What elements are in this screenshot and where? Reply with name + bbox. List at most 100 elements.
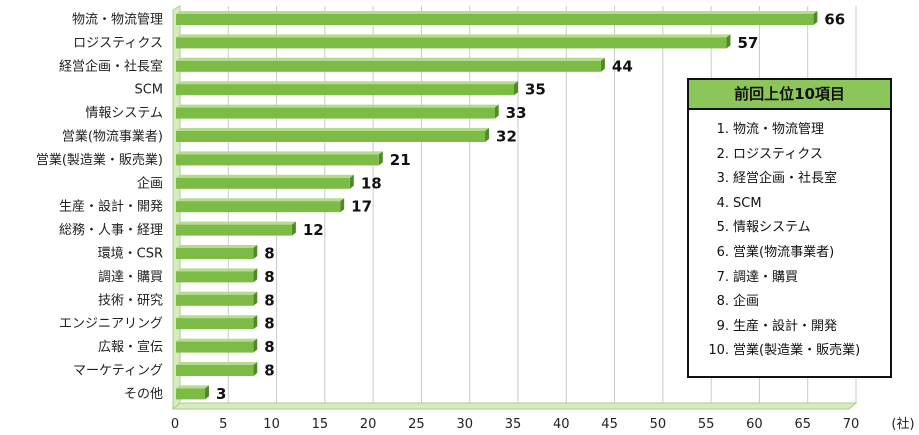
bar xyxy=(176,107,495,119)
x-tick-label: 60 xyxy=(746,417,763,432)
legend-item-number: 5. xyxy=(716,220,729,236)
category-label: マーケティング xyxy=(73,364,163,379)
category-label: 情報システム xyxy=(85,106,163,121)
legend-item-text: 調達・購買 xyxy=(733,269,799,285)
bar-top xyxy=(176,362,258,365)
bar-top xyxy=(176,245,258,248)
legend-item: 7. 調達・購買 xyxy=(701,266,860,291)
x-tick-label: 70 xyxy=(843,417,860,432)
value-label: 8 xyxy=(264,245,274,263)
bar-side xyxy=(813,11,818,25)
legend-item-number: 7. xyxy=(716,269,729,285)
x-tick-label: 20 xyxy=(360,417,377,432)
category-label: 広報・宣伝 xyxy=(98,339,163,355)
bar-side xyxy=(485,128,490,142)
bar-side xyxy=(253,362,258,376)
legend-item-number: 6. xyxy=(716,244,729,260)
bar-top xyxy=(176,315,258,319)
legend-list: 1. 物流・物流管理 2. ロジスティクス 3. 経営企画・社長室 4. SCM 5. 情報システ… xyxy=(701,118,860,364)
value-label: 32 xyxy=(496,128,517,146)
bar xyxy=(176,388,205,400)
value-label: 44 xyxy=(612,57,633,75)
value-label: 8 xyxy=(264,268,274,286)
bar xyxy=(176,224,292,236)
unit-label: (社) xyxy=(891,416,914,432)
bar-side xyxy=(253,291,258,306)
x-tick-label: 15 xyxy=(312,417,329,432)
axis-floor xyxy=(171,402,858,410)
bar xyxy=(176,131,486,142)
bar xyxy=(176,60,601,72)
bars xyxy=(176,11,818,400)
x-tick-label: 25 xyxy=(408,417,425,432)
value-label: 12 xyxy=(303,221,324,239)
bar xyxy=(176,14,814,25)
legend-item: 10. 営業(製造業・販売業) xyxy=(701,339,860,364)
category-label: 総務・人事・経理 xyxy=(59,223,163,238)
category-label: 調達・購買 xyxy=(98,270,163,285)
legend-item: 6. 営業(物流事業者) xyxy=(701,241,860,266)
value-label: 8 xyxy=(264,362,274,380)
category-label: SCM xyxy=(134,83,163,98)
value-label: 21 xyxy=(390,151,411,169)
legend-item-text: 経営企画・社長室 xyxy=(733,171,838,187)
bar-side xyxy=(253,245,258,259)
bar-top xyxy=(176,268,258,272)
legend-item: 9. 生産・設計・開発 xyxy=(701,315,860,340)
legend-item-text: 営業(物流事業者) xyxy=(733,244,835,260)
bar-side xyxy=(494,104,499,119)
value-label: 8 xyxy=(264,315,274,333)
bar-top xyxy=(176,385,209,389)
bar-top xyxy=(176,11,818,14)
value-label: 35 xyxy=(525,81,546,99)
bar-side xyxy=(253,315,258,330)
legend-item-text: 情報システム xyxy=(733,220,811,236)
legend-item-number: 4. xyxy=(716,195,729,211)
category-label: 経営企画・社長室 xyxy=(59,58,163,74)
value-label: 57 xyxy=(737,34,758,52)
bar xyxy=(176,84,514,96)
bar xyxy=(176,365,254,376)
category-label: その他 xyxy=(124,387,163,402)
x-tick-label: 5 xyxy=(219,417,227,432)
bar xyxy=(176,341,254,353)
bar-side xyxy=(378,151,383,166)
value-label: 17 xyxy=(351,198,372,216)
labels: 0 5 10 15 20 25 30 35 40 45 50 55 60 65 70 物流・物流管理 66 ロジス… xyxy=(36,11,859,433)
category-label: ロジスティクス xyxy=(73,36,163,51)
x-tick-label: 65 xyxy=(794,417,811,432)
category-label: 営業(物流事業者) xyxy=(62,129,163,145)
value-label: 66 xyxy=(824,11,845,29)
x-tick-label: 40 xyxy=(553,417,570,432)
x-tick-label: 10 xyxy=(263,417,280,432)
x-tick-label: 30 xyxy=(456,417,473,432)
legend-item-text: 営業(製造業・販売業) xyxy=(733,343,861,359)
bar-side xyxy=(726,34,731,49)
bar xyxy=(176,37,727,49)
value-label: 3 xyxy=(216,385,226,403)
value-label: 18 xyxy=(361,174,382,192)
category-label: 企画 xyxy=(137,175,163,191)
bar-side xyxy=(291,221,296,236)
bar-top xyxy=(176,291,258,295)
bar xyxy=(176,294,254,306)
bar xyxy=(176,248,254,259)
category-label: 物流・物流管理 xyxy=(72,13,163,28)
bar-top xyxy=(176,81,518,85)
category-label: 営業(製造業・販売業) xyxy=(36,152,163,168)
category-label: 技術・研究 xyxy=(98,293,163,308)
bar-top xyxy=(176,174,354,178)
legend-item-number: 10. xyxy=(708,343,729,359)
bar xyxy=(176,318,254,330)
bar-top xyxy=(176,128,490,131)
legend-item-text: 生産・設計・開発 xyxy=(733,318,838,334)
bar xyxy=(176,201,341,213)
legend-title: 前回上位10項目 xyxy=(689,80,890,110)
bar-top xyxy=(176,338,258,342)
legend-item-text: 企画 xyxy=(733,294,760,310)
legend-item: 2. ロジスティクス xyxy=(701,143,860,168)
legend-item-text: 物流・物流管理 xyxy=(733,122,825,137)
legend-item: 5. 情報システム xyxy=(701,216,860,241)
legend-item: 4. SCM xyxy=(701,192,860,217)
category-label: 生産・設計・開発 xyxy=(59,199,163,215)
